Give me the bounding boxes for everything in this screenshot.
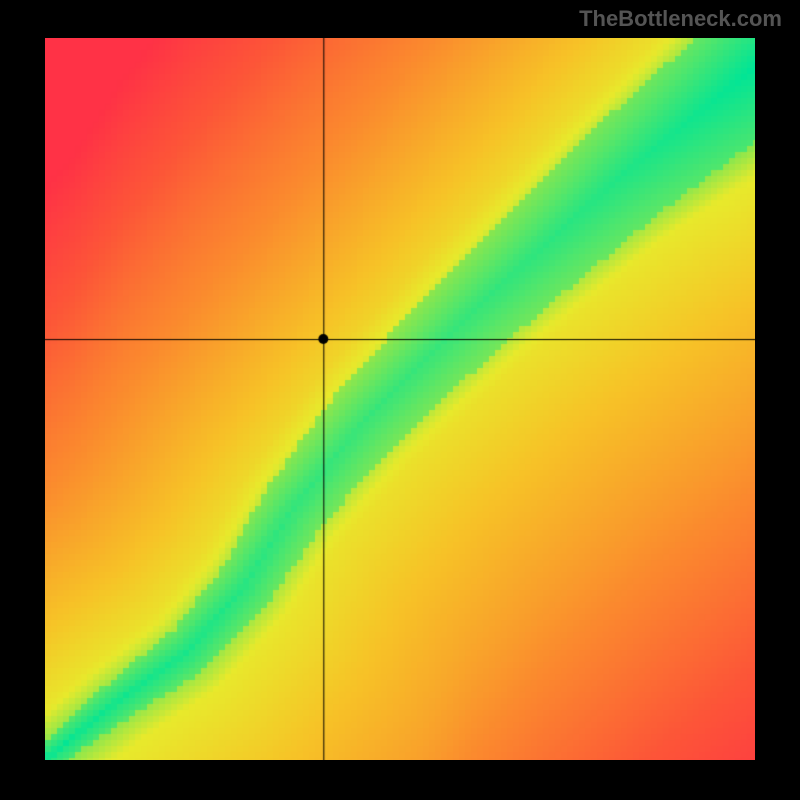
heatmap-plot-area <box>45 38 755 760</box>
chart-container: TheBottleneck.com <box>0 0 800 800</box>
heatmap-canvas <box>45 38 755 760</box>
watermark-text: TheBottleneck.com <box>579 6 782 32</box>
